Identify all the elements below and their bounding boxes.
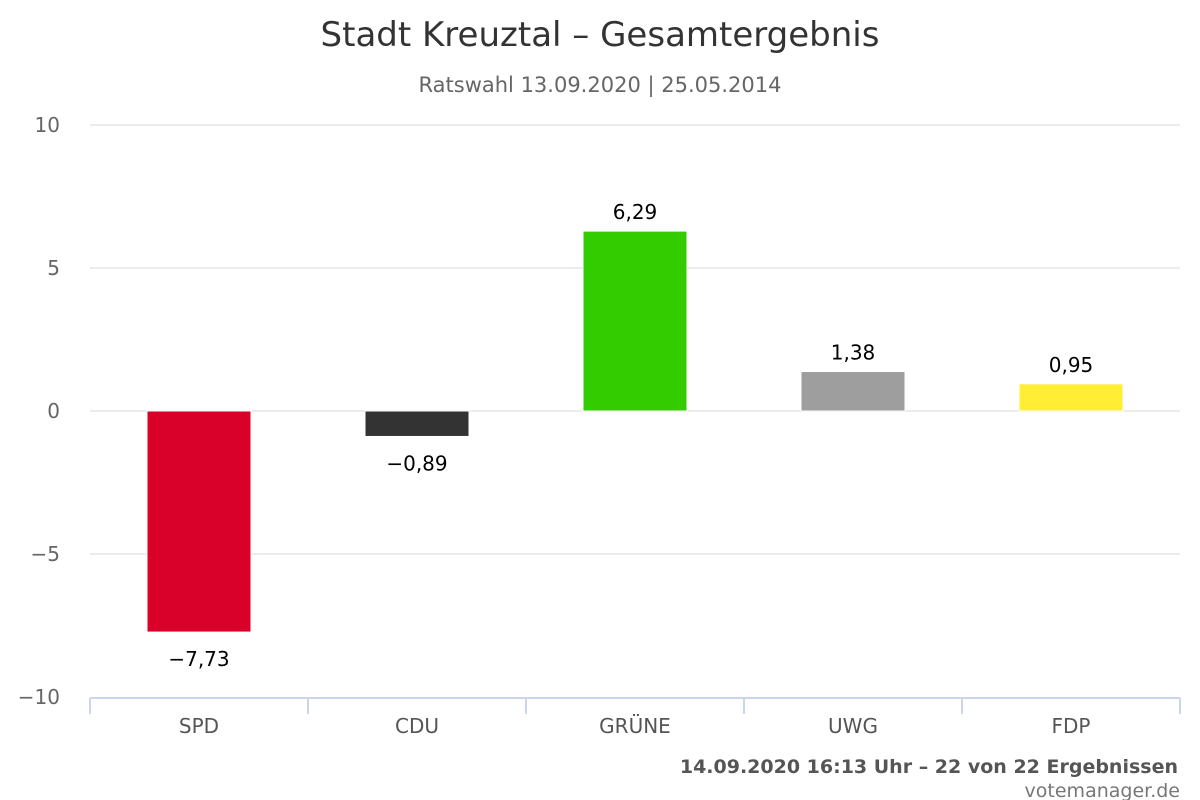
x-tick-label: UWG: [828, 714, 878, 738]
data-label: 6,29: [613, 200, 658, 224]
x-tick-label: CDU: [395, 714, 439, 738]
data-label: −0,89: [386, 451, 447, 475]
x-tick-label: SPD: [179, 714, 219, 738]
x-tick-label: GRÜNE: [599, 714, 671, 738]
chart-title: Stadt Kreuztal – Gesamtergebnis: [321, 15, 880, 55]
bar-uwg[interactable]: [800, 371, 906, 412]
y-tick-label: −10: [18, 685, 60, 709]
bars: [146, 230, 1124, 633]
data-label: 1,38: [831, 341, 876, 365]
y-axis-ticks: 10 5 0 −5 −10: [18, 113, 60, 709]
bar-fdp[interactable]: [1018, 383, 1124, 412]
chart-subtitle: Ratswahl 13.09.2020 | 25.05.2014: [419, 73, 782, 98]
results-status: 14.09.2020 16:13 Uhr – 22 von 22 Ergebni…: [680, 756, 1178, 778]
x-axis: SPD CDU GRÜNE UWG FDP: [89, 697, 1181, 738]
x-tick-label: FDP: [1052, 714, 1091, 738]
y-tick-label: −5: [31, 542, 60, 566]
bar-gr-ne[interactable]: [582, 230, 688, 412]
credit-link[interactable]: votemanager.de: [1025, 780, 1180, 800]
bar-cdu[interactable]: [364, 410, 470, 437]
y-tick-label: 5: [47, 256, 60, 280]
y-tick-label: 0: [47, 399, 60, 423]
data-labels: −7,73 −0,89 6,29 1,38 0,95: [168, 200, 1093, 671]
y-tick-label: 10: [35, 113, 60, 137]
data-label: 0,95: [1049, 353, 1094, 377]
data-label: −7,73: [168, 647, 229, 671]
bar-spd[interactable]: [146, 410, 252, 633]
